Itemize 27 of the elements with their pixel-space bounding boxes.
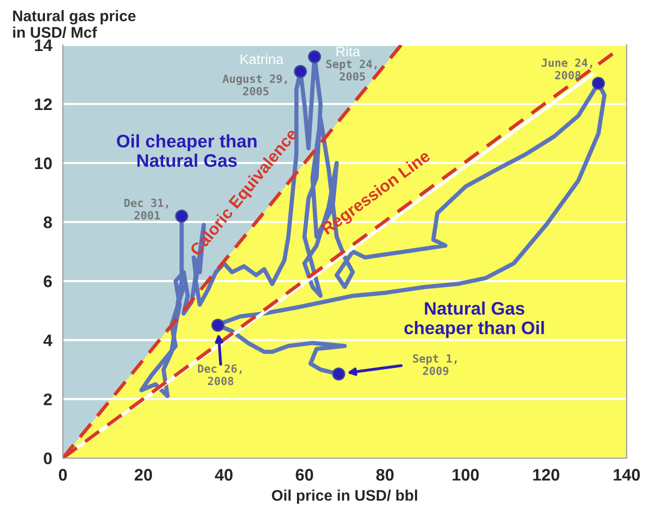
y-tick-label: 0 (44, 452, 52, 464)
y-tick-label: 14 (34, 40, 52, 52)
annotation: June 24, 2008 (542, 58, 592, 80)
annotation: Natural Gas cheaper than Oil (404, 302, 544, 338)
x-tick-label: 20 (134, 468, 152, 481)
y-tick-label: 12 (34, 98, 52, 110)
annotation: Dec 26, 2008 (198, 364, 242, 386)
annotation: Dec 31, 2001 (124, 198, 168, 220)
x-tick-label: 0 (58, 468, 67, 481)
y-tick-label: 2 (44, 393, 52, 406)
annotation: Sept 1, 2009 (413, 354, 457, 376)
annotation: Sept 24, 2005 (326, 60, 377, 81)
y-tick-label: 6 (44, 275, 52, 288)
y-tick-label: 10 (34, 157, 52, 170)
x-tick-label: 80 (376, 468, 394, 481)
x-axis-title: Oil price in USD/ bbl (272, 490, 418, 504)
annotation: Katrina (240, 54, 284, 64)
x-tick-label: 40 (214, 468, 233, 481)
y-axis-title: Natural gas price in USD/ Mcf (13, 10, 136, 38)
x-tick-label: 60 (296, 468, 314, 481)
x-tick-label: 100 (452, 468, 479, 481)
annotation: August 29, 2005 (222, 74, 287, 96)
y-tick-label: 4 (43, 334, 52, 346)
x-tick-label: 140 (614, 468, 640, 481)
y-tick-label: 8 (44, 216, 52, 228)
annotation: Rita (336, 46, 360, 56)
x-tick-label: 120 (533, 468, 560, 481)
